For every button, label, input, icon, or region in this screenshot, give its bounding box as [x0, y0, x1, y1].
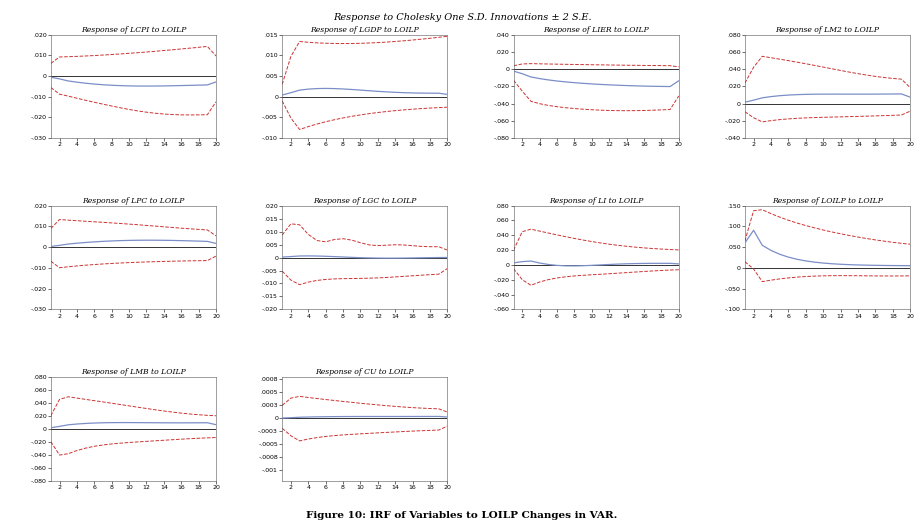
Text: Figure 10: IRF of Variables to LOILP Changes in VAR.: Figure 10: IRF of Variables to LOILP Cha… — [307, 511, 617, 520]
Title: Response of CU to LOILP: Response of CU to LOILP — [316, 368, 414, 376]
Title: Response of LMB to LOILP: Response of LMB to LOILP — [81, 368, 186, 376]
Title: Response of LGC to LOILP: Response of LGC to LOILP — [313, 197, 417, 205]
Title: Response of LIER to LOILP: Response of LIER to LOILP — [543, 25, 649, 34]
Title: Response of LGDP to LOILP: Response of LGDP to LOILP — [310, 25, 419, 34]
Title: Response of LM2 to LOILP: Response of LM2 to LOILP — [775, 25, 880, 34]
Title: Response of LCPI to LOILP: Response of LCPI to LOILP — [80, 25, 186, 34]
Title: Response of LOILP to LOILP: Response of LOILP to LOILP — [772, 197, 883, 205]
Title: Response of LI to LOILP: Response of LI to LOILP — [549, 197, 643, 205]
Text: Response to Cholesky One S.D. Innovations ± 2 S.E.: Response to Cholesky One S.D. Innovation… — [333, 13, 591, 22]
Title: Response of LPC to LOILP: Response of LPC to LOILP — [82, 197, 185, 205]
